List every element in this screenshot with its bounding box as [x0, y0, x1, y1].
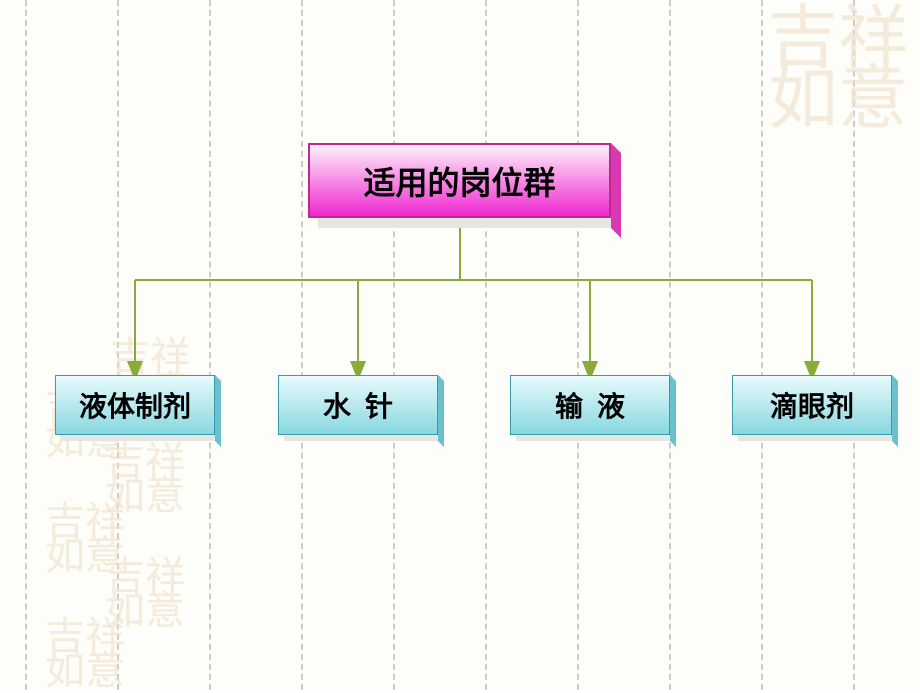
grid-line [761, 0, 763, 690]
root-depth-right [611, 143, 621, 238]
grid-line [209, 0, 211, 690]
child-box: 输 液 [510, 375, 670, 435]
slide-background [0, 0, 920, 690]
grid-line [669, 0, 671, 690]
child-box: 水 针 [278, 375, 438, 435]
root-box: 适用的岗位群 [308, 143, 611, 218]
grid-line [117, 0, 119, 690]
child-box: 滴眼剂 [732, 375, 892, 435]
child-box: 液体制剂 [55, 375, 215, 435]
child-node: 液体制剂 [55, 375, 215, 435]
child-node: 输 液 [510, 375, 670, 435]
child-label: 滴眼剂 [770, 385, 854, 425]
child-depth-right [670, 375, 676, 447]
child-label: 液体制剂 [79, 385, 191, 425]
grid-line [485, 0, 487, 690]
child-label: 水 针 [323, 385, 393, 425]
root-node: 适用的岗位群 [308, 143, 611, 218]
child-label: 输 液 [555, 385, 625, 425]
grid-line [393, 0, 395, 690]
grid-line [577, 0, 579, 690]
grid-line [25, 0, 27, 690]
child-node: 水 针 [278, 375, 438, 435]
root-label: 适用的岗位群 [363, 158, 555, 204]
child-depth-right [892, 375, 898, 447]
child-depth-right [438, 375, 444, 447]
child-node: 滴眼剂 [732, 375, 892, 435]
grid-line [301, 0, 303, 690]
grid-line [853, 0, 855, 690]
child-depth-right [215, 375, 221, 447]
